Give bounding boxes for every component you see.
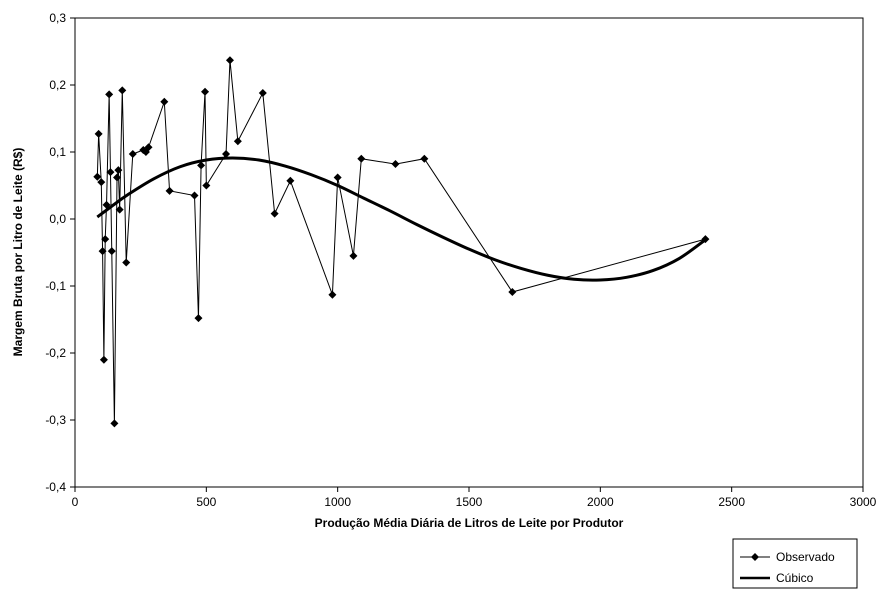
data-point-observado — [701, 235, 710, 244]
data-point-observado — [225, 56, 234, 65]
data-point-observado — [202, 181, 211, 190]
data-point-observado — [122, 258, 131, 267]
data-point-observado — [197, 161, 206, 170]
plot-area — [74, 17, 864, 488]
data-point-observado — [118, 86, 127, 95]
data-point-observado — [190, 191, 199, 200]
x-tick-label: 2000 — [587, 495, 614, 509]
x-tick-label: 2500 — [718, 495, 745, 509]
data-point-observado — [105, 90, 114, 99]
x-tick-label: 3000 — [850, 495, 877, 509]
series-layer — [93, 56, 710, 428]
data-point-observado — [160, 97, 169, 106]
series-line-observado — [96, 60, 706, 424]
y-tick-label: -0,4 — [45, 480, 66, 494]
data-point-observado — [258, 89, 267, 98]
data-point-observado — [194, 314, 203, 323]
x-tick-label: 1500 — [456, 495, 483, 509]
y-tick-label: 0,1 — [49, 145, 66, 159]
x-axis-title: Produção Média Diária de Litros de Leite… — [315, 516, 624, 530]
data-point-observado — [101, 235, 110, 244]
y-axis-title: Margem Bruta por Litro de Leite (R$) — [11, 148, 25, 357]
data-point-observado — [113, 173, 122, 182]
y-tick-label: 0,3 — [49, 11, 66, 25]
data-point-observado — [286, 176, 295, 185]
y-tick-label: -0,2 — [45, 346, 66, 360]
data-point-observado — [110, 419, 119, 428]
x-tick-label: 0 — [72, 495, 79, 509]
legend-box — [732, 538, 858, 589]
data-point-observado — [98, 247, 107, 256]
data-point-observado — [114, 166, 123, 175]
data-point-observado — [107, 247, 116, 256]
x-axis: 0 500 1000 1500 2000 2500 3000 — [72, 487, 877, 509]
y-tick-label: -0,3 — [45, 413, 66, 427]
legend: Observado Cúbico — [732, 538, 858, 589]
data-point-observado — [106, 168, 115, 177]
data-point-observado — [391, 160, 400, 169]
y-tick-label: -0,1 — [45, 279, 66, 293]
data-point-observado — [165, 186, 174, 195]
data-point-observado — [94, 129, 103, 138]
data-point-observado — [128, 150, 137, 159]
y-tick-label: 0,2 — [49, 78, 66, 92]
data-point-observado — [357, 154, 366, 163]
x-tick-label: 1000 — [324, 495, 351, 509]
data-point-observado — [420, 154, 429, 163]
data-point-observado — [144, 143, 153, 152]
series-line-cubico — [96, 156, 707, 282]
x-tick-label: 500 — [196, 495, 216, 509]
legend-marker-observado — [751, 553, 759, 561]
y-axis: -0,4 -0,3 -0,2 -0,1 0,0 0,1 0,2 0,3 — [45, 11, 75, 494]
data-point-observado — [508, 288, 517, 297]
y-tick-label: 0,0 — [49, 212, 66, 226]
data-point-observado — [233, 137, 242, 146]
data-point-observado — [201, 87, 210, 96]
data-point-observado — [115, 205, 124, 214]
data-point-observado — [349, 251, 358, 260]
legend-label-cubico: Cúbico — [776, 571, 814, 585]
data-point-observado — [328, 290, 337, 299]
data-point-observado — [333, 173, 342, 182]
data-point-observado — [97, 178, 106, 187]
data-point-observado — [102, 200, 111, 209]
legend-label-observado: Observado — [776, 550, 835, 564]
data-point-observado — [99, 355, 108, 364]
data-point-observado — [93, 172, 102, 181]
data-point-observado — [270, 209, 279, 218]
data-point-observado — [222, 150, 231, 159]
